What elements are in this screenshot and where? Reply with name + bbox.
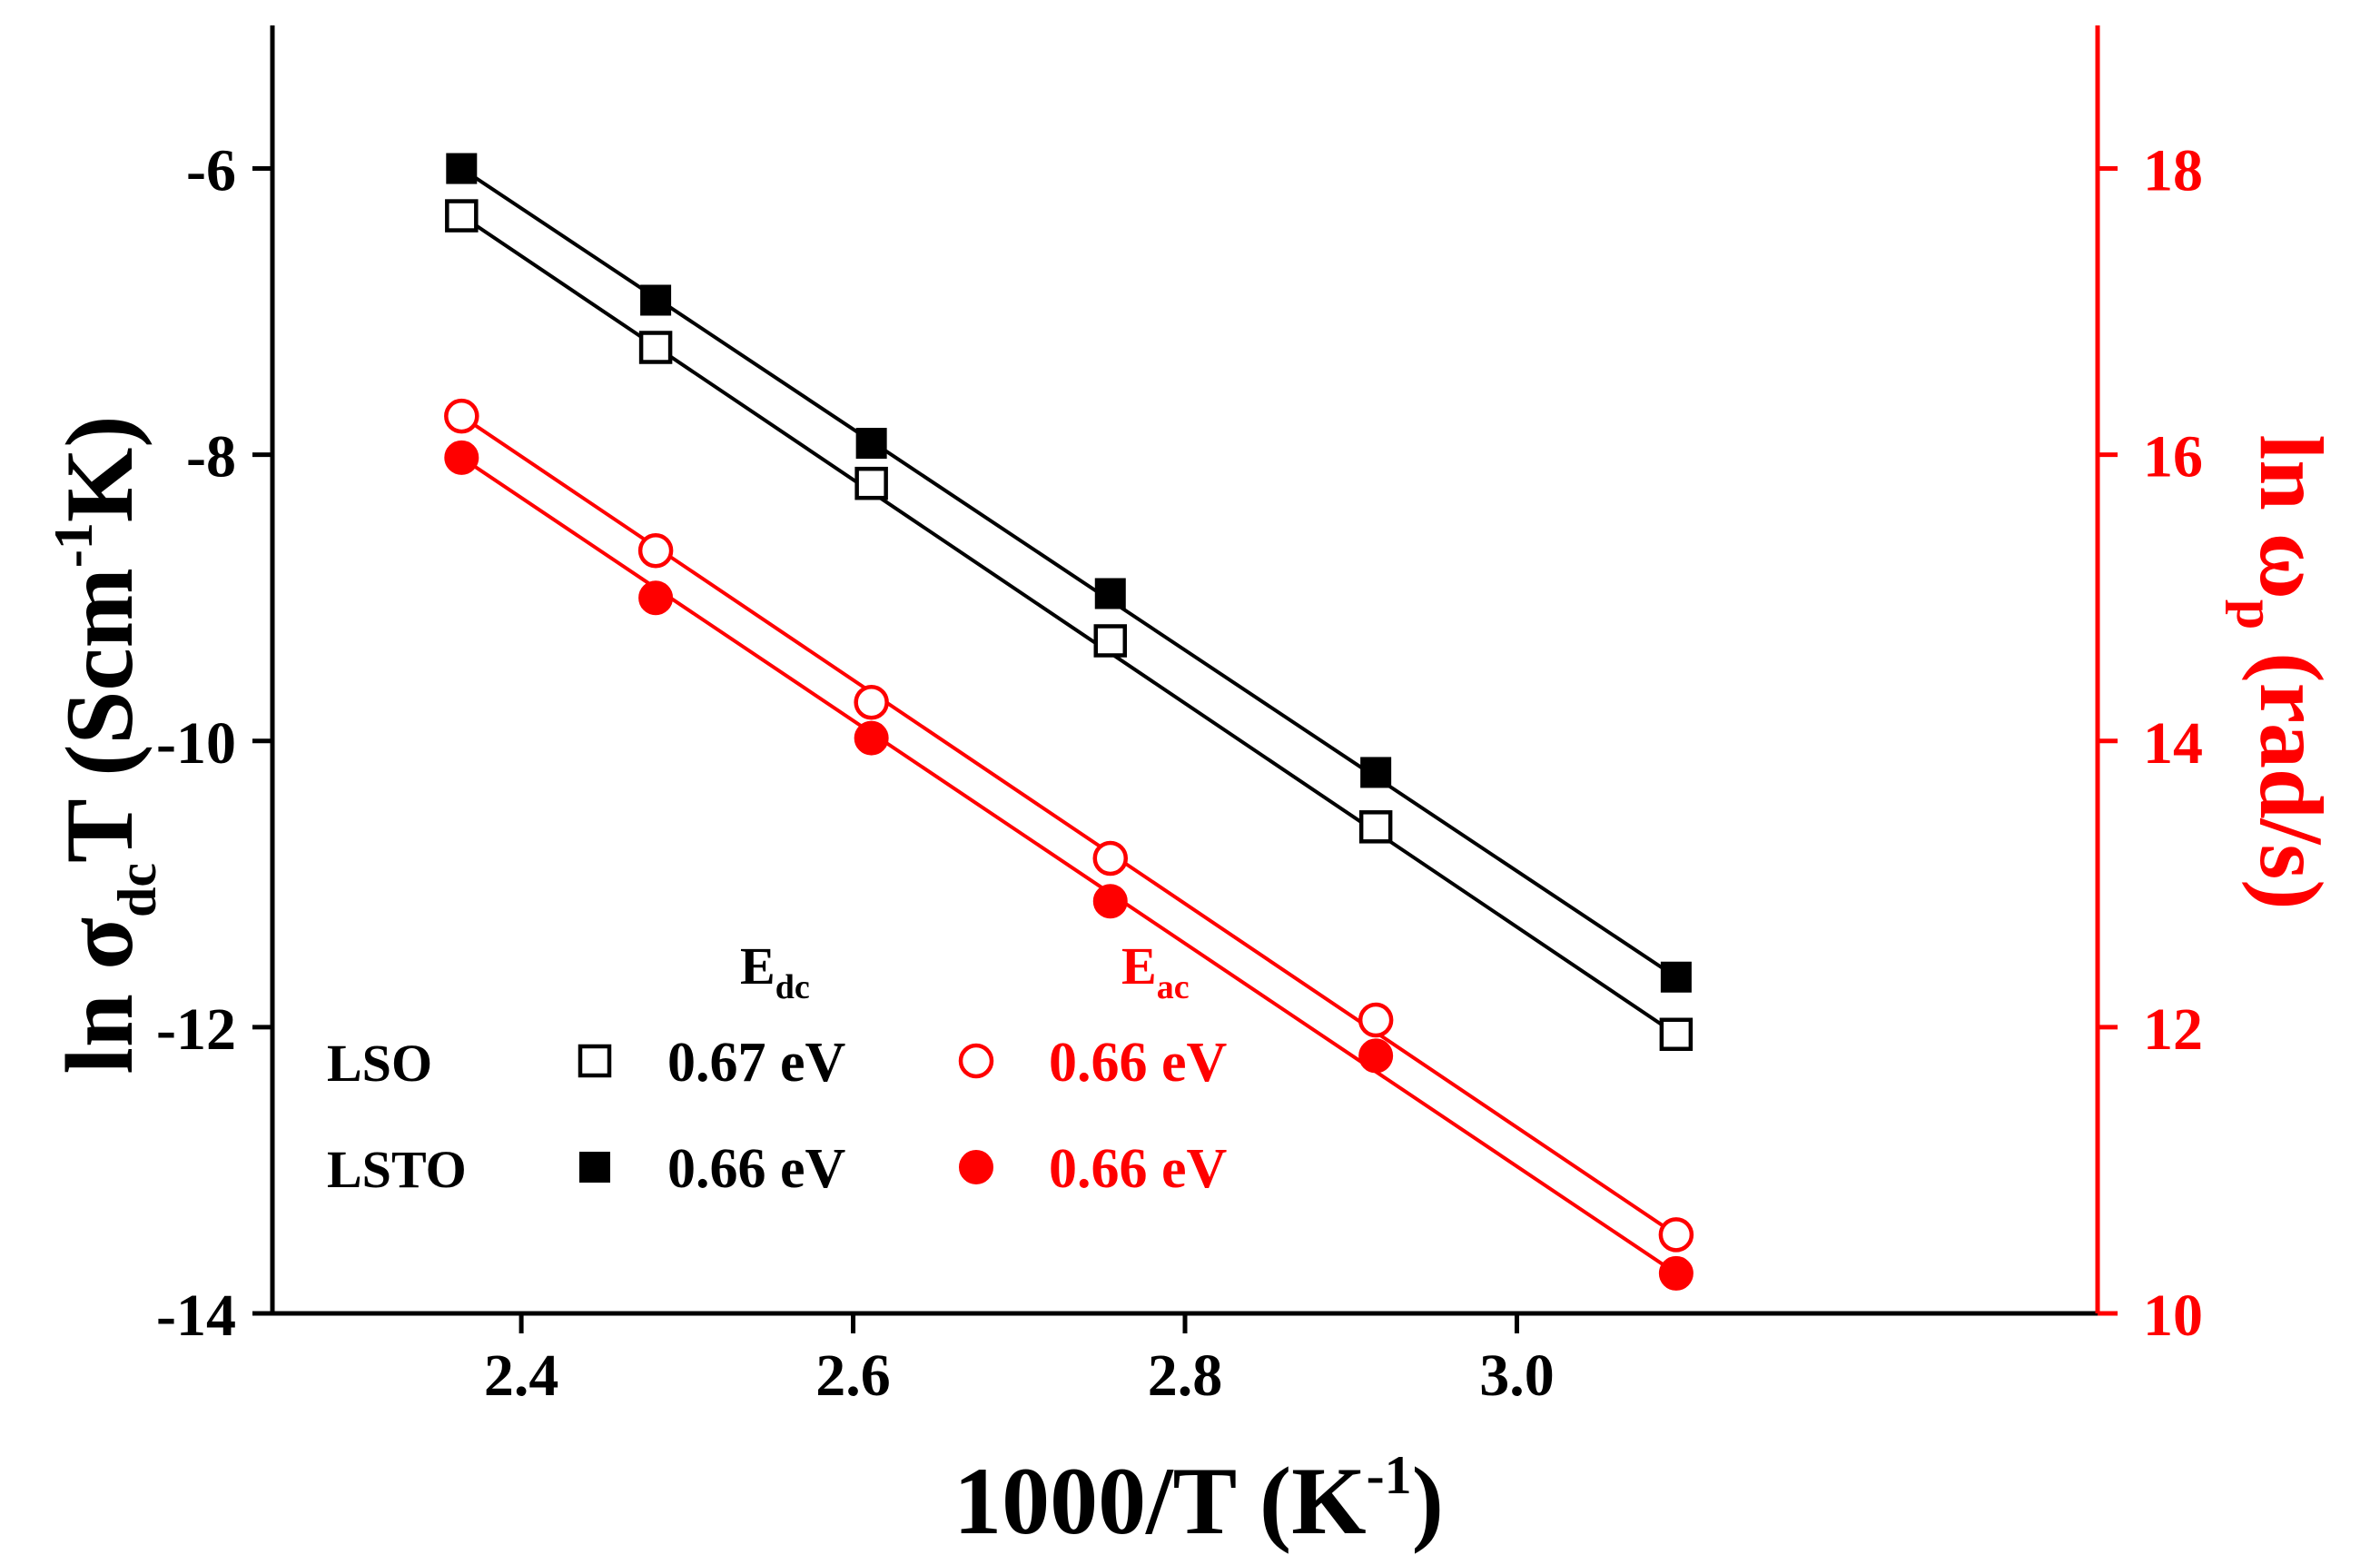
point-lsto-left xyxy=(1360,757,1392,788)
y-right-tick-label: 16 xyxy=(2143,424,2203,490)
legend-ac-value-lsto: 0.66 eV xyxy=(1049,1138,1228,1200)
y-left-tick-label: -10 xyxy=(156,710,236,777)
point-lsto-right xyxy=(854,720,889,756)
y-left-axis-title: ln σdcT (Scm-1K) xyxy=(44,415,167,1074)
x-axis-title: 1000/T (K-1) xyxy=(953,1445,1444,1554)
x-tick-label: 2.8 xyxy=(1148,1342,1223,1409)
y-left-title-pre: ln σ xyxy=(46,917,153,1075)
point-lso-right xyxy=(444,398,479,434)
y-right-title-pre: ln ω xyxy=(2241,434,2342,599)
legend-ac-value-lso: 0.66 eV xyxy=(1049,1032,1228,1094)
y-left-tick-label: -12 xyxy=(156,996,236,1063)
point-lso-right xyxy=(854,684,889,720)
legend-label-lso: LSO xyxy=(327,1034,432,1093)
legend-header-edc: Edc xyxy=(740,936,810,1006)
legend-marker-dc-lso xyxy=(578,1044,612,1078)
y-right-tick-label: 12 xyxy=(2143,996,2203,1063)
y-right-tick-label: 14 xyxy=(2143,710,2203,777)
y-left-title-sup: -1 xyxy=(44,522,104,568)
point-lsto-left xyxy=(855,428,887,460)
point-lso-left xyxy=(445,199,479,233)
legend-header-edc-main: E xyxy=(740,936,775,995)
point-lsto-right xyxy=(1658,1255,1694,1291)
y-left-title-post: K) xyxy=(46,415,153,522)
point-lso-left xyxy=(1358,810,1393,844)
point-lsto-left xyxy=(640,284,672,316)
point-lsto-right xyxy=(638,580,674,616)
legend-header-edc-sub: dc xyxy=(775,968,810,1006)
point-lsto-right xyxy=(444,440,479,475)
x-axis-title-sup: -1 xyxy=(1367,1445,1412,1505)
point-lso-right xyxy=(1092,840,1129,877)
y-left-axis: -14 -12 -10 -8 -6 xyxy=(156,138,272,1349)
point-lsto-left xyxy=(1660,961,1692,993)
point-lsto-right xyxy=(1092,884,1128,919)
y-right-tick-label: 18 xyxy=(2143,138,2203,204)
x-axis: 2.4 2.6 2.8 3.0 xyxy=(484,1313,1555,1409)
point-lsto-left xyxy=(1094,578,1126,609)
legend-dc-value-lsto: 0.66 eV xyxy=(667,1138,846,1200)
y-left-tick-label: -14 xyxy=(156,1283,236,1349)
y-left-title-sub: dc xyxy=(107,863,167,917)
point-lsto-left xyxy=(446,153,478,184)
point-lso-left xyxy=(638,331,673,364)
legend-label-lsto: LSTO xyxy=(327,1140,467,1199)
y-left-tick-label: -8 xyxy=(186,424,236,490)
data-points xyxy=(444,153,1694,1291)
point-lso-right xyxy=(1358,1002,1394,1038)
y-right-title-post: (rad/s) xyxy=(2241,629,2342,909)
y-right-tick-label: 10 xyxy=(2143,1283,2203,1349)
x-axis-title-close: ) xyxy=(1412,1448,1444,1554)
legend-header-eac-main: E xyxy=(1121,936,1157,995)
x-axis-title-main: 1000/T (K xyxy=(953,1448,1367,1554)
plot-frame xyxy=(270,25,2100,1316)
point-lso-right xyxy=(637,532,674,569)
y-right-axis: 10 12 14 16 18 xyxy=(2098,138,2203,1349)
point-lso-right xyxy=(1658,1217,1694,1253)
point-lso-left xyxy=(1093,624,1128,658)
legend-marker-ac-lsto xyxy=(959,1150,993,1184)
x-tick-label: 3.0 xyxy=(1479,1342,1555,1409)
legend-marker-ac-lso xyxy=(958,1043,994,1079)
point-lsto-right xyxy=(1358,1038,1394,1074)
legend-header-eac-sub: ac xyxy=(1157,968,1190,1006)
point-lso-left xyxy=(854,466,888,500)
y-left-tick-label: -6 xyxy=(186,138,236,204)
y-right-axis-title: ln ωp (rad/s) xyxy=(2226,434,2342,909)
legend-dc-value-lso: 0.67 eV xyxy=(667,1032,846,1094)
legend-marker-dc-lsto xyxy=(579,1152,610,1183)
y-left-title-mid: T (Scm xyxy=(46,568,153,863)
y-right-title-sub: p xyxy=(2226,599,2286,629)
point-lso-left xyxy=(1659,1017,1694,1052)
x-tick-label: 2.4 xyxy=(484,1342,559,1409)
x-tick-label: 2.6 xyxy=(815,1342,891,1409)
legend-header-eac: Eac xyxy=(1121,936,1190,1006)
